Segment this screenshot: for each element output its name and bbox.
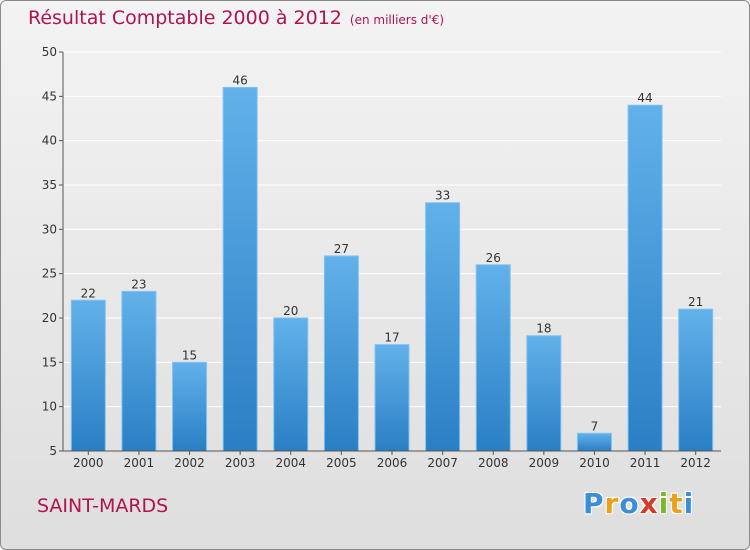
x-tick-label-2003: 2003 [225,456,256,470]
x-tick-label-2008: 2008 [478,456,509,470]
y-tick-label: 5 [49,444,57,458]
bar-2011 [627,104,663,452]
data-label-2009: 18 [536,322,551,336]
chart-subtitle: (en milliers d'€) [349,13,445,27]
axes: 5 10 15 20 25 30 35 40 45 50 2000 2001 2002 2003 2004 2… [42,45,721,470]
bar-2000 [70,299,106,452]
x-tick-label-2002: 2002 [174,456,205,470]
bar-2010 [576,432,612,452]
data-label-2012: 21 [688,295,703,309]
bar-2004 [273,317,309,452]
bar-2007 [425,202,461,452]
x-tick-label-2005: 2005 [326,456,357,470]
x-tick-label-2011: 2011 [630,456,661,470]
commune-name: SAINT-MARDS [37,495,169,517]
y-tick-label: 45 [42,89,57,103]
x-tick-label-2006: 2006 [377,456,408,470]
y-tick-label: 30 [42,222,57,236]
data-label-2007: 33 [435,189,450,203]
logo-letter: i [683,487,695,520]
x-tick-label-2004: 2004 [275,456,306,470]
y-tick-label: 35 [42,178,57,192]
x-tick-label-2009: 2009 [529,456,560,470]
logo-letter: t [669,487,684,520]
logo-letter: x [639,487,659,520]
data-label-2000: 22 [81,286,96,300]
x-tick-label-2001: 2001 [124,456,155,470]
y-tick-label: 50 [42,45,57,59]
data-label-2011: 44 [637,91,652,105]
bar-2008 [475,264,511,452]
bar-2005 [323,255,359,452]
y-tick-label: 20 [42,311,57,325]
y-tick-label: 15 [42,355,57,369]
title-row: Résultat Comptable 2000 à 2012 (en millie… [28,7,444,29]
data-label-2004: 20 [283,304,298,318]
logo-letter: P [583,487,605,520]
logo-letter: o [619,487,640,520]
y-tick-label: 25 [42,267,57,281]
bar-2001 [121,290,157,452]
x-tick-label-2007: 2007 [427,456,458,470]
data-label-2001: 23 [131,277,146,291]
data-label-2003: 46 [233,73,248,87]
x-tick-label-2010: 2010 [579,456,610,470]
y-tick-label: 40 [42,134,57,148]
bar-2002 [172,361,208,452]
data-label-2006: 17 [384,331,399,345]
logo-letter: i [658,487,670,520]
chart-title: Résultat Comptable 2000 à 2012 [28,7,342,29]
bars: 22 23 15 46 20 27 17 33 26 18 7 44 21 [70,73,714,452]
bar-2012 [678,308,714,452]
bar-2006 [374,344,410,452]
data-label-2005: 27 [334,242,349,256]
data-label-2008: 26 [486,251,501,265]
x-tick-label-2012: 2012 [680,456,711,470]
data-label-2002: 15 [182,348,197,362]
y-tick-label: 10 [42,400,57,414]
data-label-2010: 7 [591,419,599,433]
bar-2003 [222,86,258,452]
logo-letter: r [604,487,620,520]
proxiti-logo: Proxiti [583,487,694,520]
bar-2009 [526,335,562,452]
x-tick-label-2000: 2000 [73,456,104,470]
